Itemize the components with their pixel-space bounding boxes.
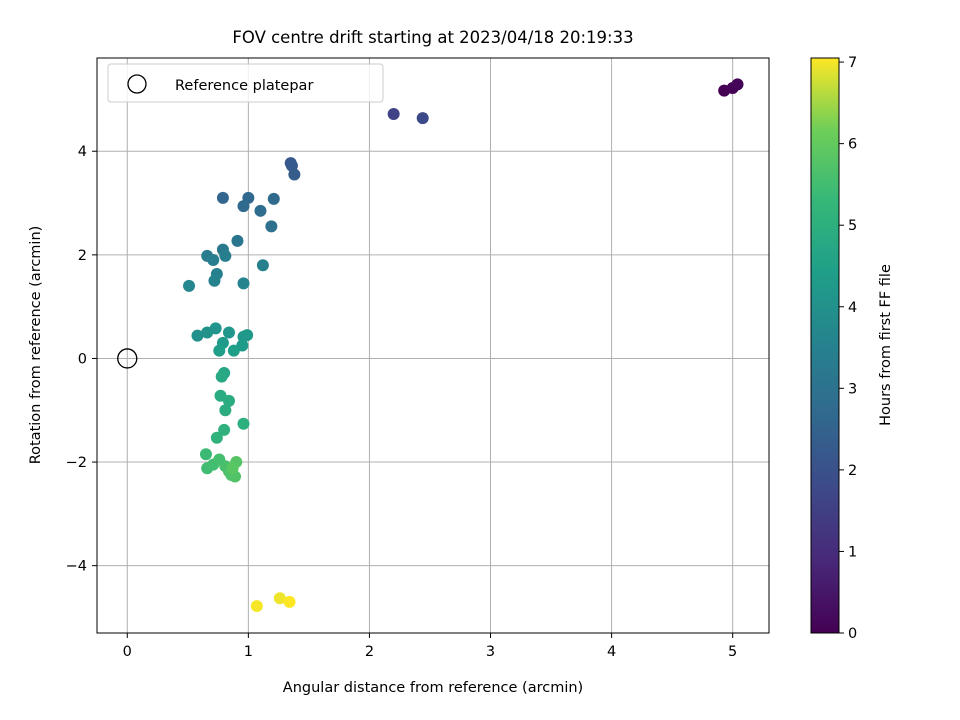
- x-tick-label: 0: [123, 644, 132, 660]
- chart-title: FOV centre drift starting at 2023/04/18 …: [232, 28, 633, 47]
- scatter-point: [222, 326, 235, 339]
- y-tick-label: 2: [78, 248, 87, 264]
- scatter-point: [731, 78, 744, 91]
- y-tick-label: −2: [66, 455, 87, 471]
- scatter-point: [219, 404, 232, 417]
- colorbar-tick-label: 0: [848, 626, 857, 642]
- scatter-point: [256, 259, 269, 272]
- scatter-point: [283, 595, 296, 608]
- scatter-point: [231, 234, 244, 247]
- colorbar-label: Hours from first FF file: [878, 264, 894, 426]
- x-axis-ticks: 0 1 2 3 4 5: [123, 633, 737, 660]
- scatter-point: [207, 254, 220, 267]
- scatter-point: [273, 592, 286, 605]
- y-tick-label: 0: [78, 351, 87, 367]
- scatter-point: [208, 274, 221, 287]
- legend-box: [107, 63, 384, 103]
- scatter-point: [222, 394, 235, 407]
- scatter-point: [237, 200, 250, 213]
- colorbar-ticks: 0 1 2 3 4 5 6 7: [839, 55, 857, 642]
- scatter-point: [237, 277, 250, 290]
- scatter-point: [254, 204, 267, 217]
- scatter-point: [216, 191, 229, 204]
- colorbar-tick-label: 4: [848, 300, 857, 316]
- legend[interactable]: Reference platepar: [107, 63, 384, 103]
- scatter-point: [288, 168, 301, 181]
- legend-label: Reference platepar: [175, 78, 313, 94]
- scatter-point: [265, 220, 278, 233]
- scatter-point: [191, 329, 204, 342]
- y-axis-label: Rotation from reference (arcmin): [28, 226, 44, 465]
- x-tick-label: 2: [365, 644, 374, 660]
- scatter-point: [218, 423, 231, 436]
- scatter-point: [267, 192, 280, 205]
- reference-platepar-point: [117, 348, 138, 369]
- x-axis-label: Angular distance from reference (arcmin): [283, 680, 583, 696]
- scatter-point: [209, 322, 222, 335]
- scatter-points: [183, 78, 744, 613]
- scatter-point: [227, 344, 240, 357]
- colorbar-tick-label: 5: [848, 218, 857, 234]
- scatter-point: [199, 448, 212, 461]
- colorbar: 0 1 2 3 4 5 6 7 Hours from first FF file: [810, 55, 894, 642]
- colorbar-tick-label: 7: [848, 55, 857, 71]
- y-tick-label: −4: [66, 559, 87, 575]
- scatter-point: [226, 462, 239, 475]
- scatter-point: [215, 370, 228, 383]
- scatter-point: [219, 249, 232, 262]
- grid-lines: [97, 58, 769, 633]
- y-tick-label: 4: [78, 144, 87, 160]
- x-tick-label: 4: [607, 644, 616, 660]
- colorbar-tick-label: 6: [848, 137, 857, 153]
- colorbar-tick-label: 3: [848, 381, 857, 397]
- x-tick-label: 1: [244, 644, 253, 660]
- scatter-point: [183, 279, 196, 292]
- y-axis-ticks: −4 −2 0 2 4: [66, 144, 97, 575]
- colorbar-gradient: [810, 57, 840, 634]
- scatter-point: [237, 417, 250, 430]
- reference-marker: [117, 348, 138, 369]
- scatter-point: [416, 112, 429, 125]
- plot-area-frame: [96, 57, 770, 634]
- scatter-point: [213, 344, 226, 357]
- x-tick-label: 5: [728, 644, 737, 660]
- legend-marker-icon: [127, 74, 147, 94]
- scatter-point: [241, 329, 254, 342]
- colorbar-tick-label: 2: [848, 463, 857, 479]
- x-tick-label: 3: [486, 644, 495, 660]
- scatter-point: [210, 431, 223, 444]
- scatter-point: [250, 600, 263, 613]
- scatter-point: [387, 107, 400, 120]
- colorbar-tick-label: 1: [848, 544, 857, 560]
